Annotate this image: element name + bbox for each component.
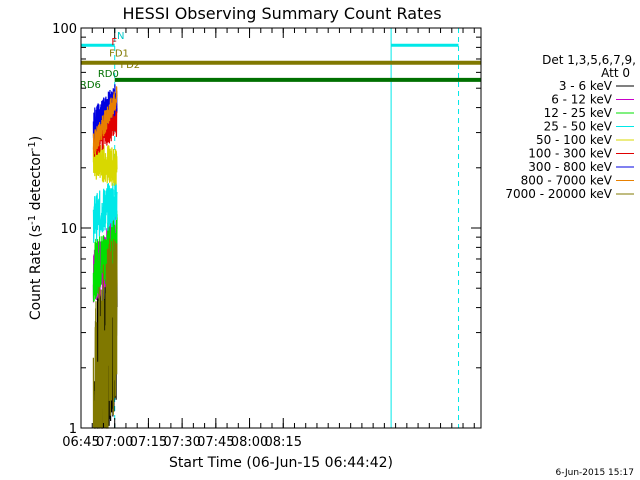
series-line-9 (92, 238, 118, 429)
flag-label: FD2 (120, 60, 140, 71)
flag-label: RD6 (80, 80, 101, 91)
y-axis-label-part: Count Rate (s (28, 225, 44, 320)
series-line-5 (92, 141, 118, 186)
series-line-8 (92, 86, 118, 155)
x-tick-label: 08:15 (265, 435, 302, 450)
timestamp: 6-Jun-2015 15:17 (556, 468, 635, 478)
x-tick-label: 08:00 (231, 435, 268, 450)
legend-item-label: 300 - 800 keV (528, 160, 612, 174)
y-tick-label: 10 (60, 222, 77, 237)
legend-item-label: 50 - 100 keV (536, 133, 613, 147)
x-tick-label: 06:45 (62, 435, 99, 450)
chart-title: HESSI Observing Summary Count Rates (122, 4, 441, 23)
flag-label: N (117, 31, 124, 42)
legend-item-label: 7000 - 20000 keV (505, 187, 612, 201)
legend-item-label: 6 - 12 keV (551, 93, 613, 107)
x-tick-label: 07:30 (163, 435, 200, 450)
flag-label: FD1 (109, 49, 129, 60)
series-line-4 (92, 176, 118, 243)
x-tick-label: 07:45 (197, 435, 234, 450)
y-axis-label-superscript: -1 (27, 215, 38, 225)
y-tick-label: 100 (52, 22, 77, 37)
legend-item-label: 800 - 7000 keV (521, 174, 613, 188)
y-tick-label: 1 (69, 422, 77, 437)
y-axis-label-superscript: -1 (27, 141, 38, 151)
legend-item-label: 12 - 25 keV (544, 106, 613, 120)
x-tick-label: 07:00 (96, 435, 133, 450)
y-axis-label-part: detector (28, 151, 44, 215)
legend-item-label: 100 - 300 keV (528, 147, 612, 161)
flag-label: F (111, 37, 117, 48)
legend-header: Det 1,3,5,6,7,9, (542, 53, 636, 67)
legend-header: Att 0 (601, 66, 630, 80)
y-axis-label-part: ) (28, 136, 44, 141)
y-axis: 1 10 100 (52, 22, 481, 437)
x-tick-label: 07:15 (130, 435, 167, 450)
x-axis-label: Start Time (06-Jun-15 06:44:42) (169, 455, 393, 471)
legend-item-label: 3 - 6 keV (559, 79, 613, 93)
flag-label: RD0 (98, 69, 119, 80)
y-axis-label: Count Rate (s-1 detector-1) (27, 136, 44, 320)
legend-item-label: 25 - 50 keV (544, 120, 613, 134)
